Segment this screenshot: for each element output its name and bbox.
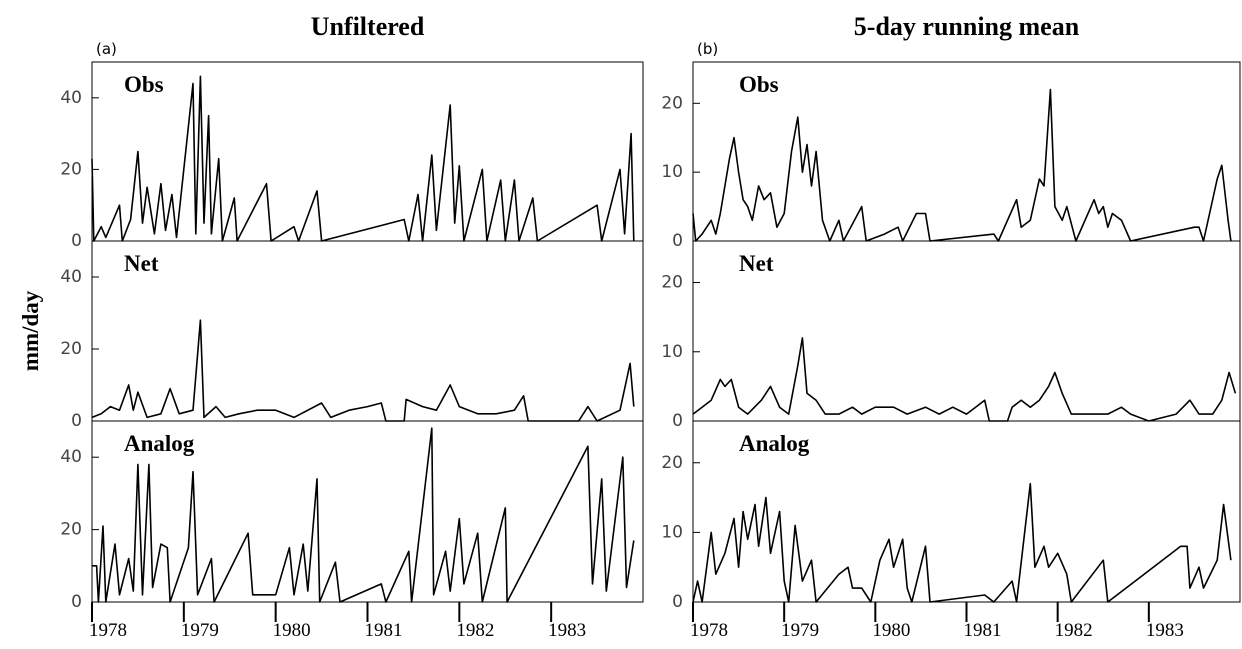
column-title: 5-day running mean — [854, 12, 1080, 41]
panel-tag: (b) — [697, 40, 718, 58]
x-tick-label: 1983 — [1146, 620, 1184, 641]
y-tick-label: 10 — [661, 522, 683, 542]
panel-label: Analog — [739, 431, 810, 456]
panel-tag: (a) — [96, 40, 117, 58]
x-tick-label: 1978 — [690, 620, 728, 641]
y-tick-label: 20 — [661, 453, 683, 473]
y-tick-label: 40 — [60, 447, 82, 467]
data-line — [91, 75, 635, 242]
panel-label: Obs — [739, 72, 779, 97]
x-tick-label: 1982 — [456, 620, 494, 641]
panel-label: Analog — [124, 431, 195, 456]
data-line — [92, 427, 635, 603]
y-tick-label: 0 — [672, 592, 683, 612]
y-tick-label: 0 — [71, 231, 82, 251]
panel-label: Net — [739, 251, 774, 276]
y-tick-label: 0 — [71, 411, 82, 431]
y-tick-label: 20 — [661, 93, 683, 113]
panel-label: Net — [124, 251, 159, 276]
y-tick-label: 20 — [60, 339, 82, 359]
y-tick-label: 0 — [71, 592, 82, 612]
x-tick-label: 1983 — [548, 620, 586, 641]
y-tick-label: 20 — [60, 159, 82, 179]
y-tick-label: 10 — [661, 342, 683, 362]
x-tick-label: 1980 — [273, 620, 311, 641]
x-tick-label: 1982 — [1055, 620, 1093, 641]
y-tick-label: 40 — [60, 267, 82, 287]
y-tick-label: 0 — [672, 231, 683, 251]
data-line — [692, 337, 1237, 422]
data-line — [91, 319, 635, 422]
y-tick-label: 40 — [60, 88, 82, 108]
x-tick-label: 1981 — [964, 620, 1002, 641]
column-title: Unfiltered — [311, 12, 425, 41]
panel-label: Obs — [124, 72, 164, 97]
y-tick-label: 10 — [661, 162, 683, 182]
x-tick-label: 1979 — [781, 620, 819, 641]
data-line — [692, 482, 1232, 603]
x-tick-label: 1978 — [89, 620, 127, 641]
y-tick-label: 20 — [661, 273, 683, 293]
x-tick-label: 1981 — [365, 620, 403, 641]
panel-frame — [91, 240, 644, 422]
panel-frame — [692, 240, 1241, 422]
y-axis-label: mm/day — [18, 290, 43, 371]
x-tick-label: 1980 — [872, 620, 910, 641]
y-tick-label: 0 — [672, 411, 683, 431]
data-line — [692, 88, 1232, 242]
y-tick-label: 20 — [60, 520, 82, 540]
x-tick-label: 1979 — [181, 620, 219, 641]
